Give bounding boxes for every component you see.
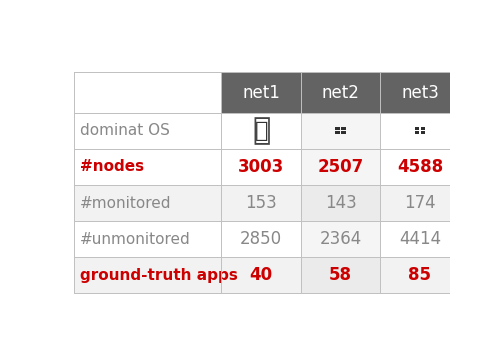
Bar	[74, 113, 222, 149]
Text: net3: net3	[401, 84, 439, 102]
Bar	[301, 149, 380, 185]
Text: 40: 40	[250, 266, 272, 284]
Bar	[420, 127, 425, 131]
Text: 2850: 2850	[240, 230, 282, 248]
Text: 143: 143	[324, 194, 356, 212]
Text: #unmonitored: #unmonitored	[80, 232, 190, 247]
Text: #monitored: #monitored	[80, 195, 172, 210]
Text: 153: 153	[245, 194, 277, 212]
Bar	[341, 127, 346, 131]
Text: 85: 85	[408, 266, 432, 284]
Text: net1: net1	[242, 84, 280, 102]
Bar	[222, 72, 460, 113]
Text: 2507: 2507	[318, 158, 364, 176]
Bar	[341, 131, 346, 134]
Bar	[414, 127, 420, 131]
Bar	[301, 221, 380, 257]
Bar	[222, 149, 301, 185]
Bar	[336, 127, 340, 131]
Text: dominat OS: dominat OS	[80, 123, 170, 138]
Bar	[301, 113, 380, 149]
Bar	[380, 257, 460, 293]
Bar	[380, 185, 460, 221]
Bar	[222, 257, 301, 293]
Bar	[380, 113, 460, 149]
Bar	[74, 149, 222, 185]
Text: 🐧: 🐧	[254, 121, 268, 141]
Text: #nodes: #nodes	[80, 159, 144, 174]
Text: 3003: 3003	[238, 158, 284, 176]
Bar	[74, 221, 222, 257]
Bar	[420, 131, 425, 134]
Bar	[336, 131, 340, 134]
Bar	[222, 113, 301, 149]
Text: ground-truth apps: ground-truth apps	[80, 268, 238, 283]
Text: 4588: 4588	[397, 158, 443, 176]
Text: 58: 58	[329, 266, 352, 284]
Text: 2364: 2364	[320, 230, 362, 248]
Text: : 	[252, 116, 270, 146]
Text: 174: 174	[404, 194, 436, 212]
Bar	[74, 185, 222, 221]
Bar	[414, 131, 420, 134]
Bar	[301, 257, 380, 293]
Text: net2: net2	[322, 84, 360, 102]
Bar	[222, 221, 301, 257]
Bar	[380, 149, 460, 185]
Bar	[74, 257, 222, 293]
Bar	[301, 185, 380, 221]
Bar	[222, 185, 301, 221]
Bar	[380, 221, 460, 257]
Text: 4414: 4414	[399, 230, 441, 248]
Bar	[74, 72, 222, 113]
